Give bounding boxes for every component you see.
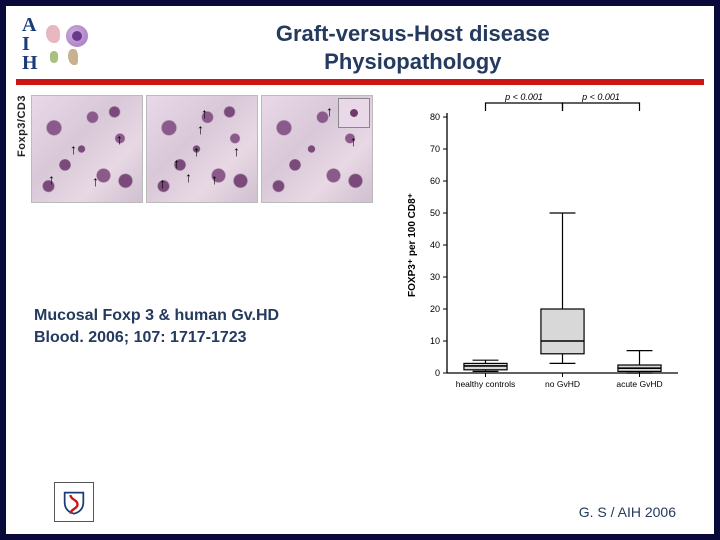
arrow-marker-icon: ↑: [48, 172, 55, 186]
svg-text:10: 10: [430, 336, 440, 346]
left-column: Foxp3/CD3 ↑↑↑↑↑↑↑↑↑↑↑↑↑↑ Mucosal Foxp 3 …: [16, 95, 381, 425]
histology-panel: ↑↑: [261, 95, 373, 203]
svg-text:70: 70: [430, 144, 440, 154]
cells-icon: [44, 23, 102, 67]
svg-text:80: 80: [430, 112, 440, 122]
arrow-marker-icon: ↑: [350, 134, 357, 148]
arrow-marker-icon: ↑: [211, 172, 218, 186]
histology-ylabel: Foxp3/CD3: [16, 95, 28, 157]
arrow-marker-icon: ↑: [233, 144, 240, 158]
arrow-marker-icon: ↑: [197, 122, 204, 136]
svg-text:30: 30: [430, 272, 440, 282]
arrow-marker-icon: ↑: [70, 142, 77, 156]
svg-text:p < 0.001: p < 0.001: [504, 92, 543, 102]
arrow-marker-icon: ↑: [193, 144, 200, 158]
histology-panels: ↑↑↑↑↑↑↑↑↑↑↑↑↑↑: [31, 95, 373, 203]
svg-text:no GvHD: no GvHD: [545, 379, 580, 389]
aih-badge: A I H: [22, 16, 102, 73]
content: Foxp3/CD3 ↑↑↑↑↑↑↑↑↑↑↑↑↑↑ Mucosal Foxp 3 …: [6, 95, 714, 425]
svg-text:p < 0.001: p < 0.001: [581, 92, 620, 102]
arrow-marker-icon: ↑: [201, 106, 208, 120]
slide: A I H Graft-versus-Host disease Physiopa…: [6, 6, 714, 534]
footer-text: G. S / AIH 2006: [579, 504, 676, 520]
aih-letters: A I H: [22, 16, 38, 73]
histology-panel: ↑ ↑ ↑ ↑: [31, 95, 143, 203]
right-column: 0 10 20 30 40 50 60 70 80 FOXP3⁺ per 100 CD8⁺ heal…: [393, 95, 704, 425]
histology-figure: Foxp3/CD3 ↑↑↑↑↑↑↑↑↑↑↑↑↑↑: [16, 95, 381, 203]
svg-text:60: 60: [430, 176, 440, 186]
arrow-marker-icon: ↑: [116, 132, 123, 146]
badge-letter-h: H: [22, 54, 38, 73]
footer-logo-icon: [54, 482, 94, 522]
svg-text:0: 0: [435, 368, 440, 378]
histology-inset: [338, 98, 370, 128]
svg-text:FOXP3⁺ per 100 CD8⁺: FOXP3⁺ per 100 CD8⁺: [407, 193, 418, 297]
boxplot-chart: 0 10 20 30 40 50 60 70 80 FOXP3⁺ per 100 CD8⁺ heal…: [403, 89, 688, 409]
svg-text:20: 20: [430, 304, 440, 314]
arrow-marker-icon: ↑: [173, 156, 180, 170]
title-line-2: Physiopathology: [128, 48, 698, 76]
arrow-marker-icon: ↑: [92, 174, 99, 188]
slide-title: Graft-versus-Host disease Physiopatholog…: [128, 16, 698, 75]
svg-text:40: 40: [430, 240, 440, 250]
figure-caption: Mucosal Foxp 3 & human Gv.HD Blood. 2006…: [34, 305, 279, 348]
arrow-marker-icon: ↑: [185, 170, 192, 184]
svg-text:healthy controls: healthy controls: [456, 379, 516, 389]
arrow-marker-icon: ↑: [159, 176, 166, 190]
arrow-marker-icon: ↑: [326, 104, 333, 118]
divider: [16, 79, 704, 85]
title-line-1: Graft-versus-Host disease: [128, 20, 698, 48]
caption-line-1: Mucosal Foxp 3 & human Gv.HD: [34, 305, 279, 327]
header: A I H Graft-versus-Host disease Physiopa…: [6, 6, 714, 77]
histology-panel: ↑↑↑↑↑↑↑↑: [146, 95, 258, 203]
svg-text:acute GvHD: acute GvHD: [616, 379, 662, 389]
caption-line-2: Blood. 2006; 107: 1717-1723: [34, 327, 279, 349]
svg-text:50: 50: [430, 208, 440, 218]
